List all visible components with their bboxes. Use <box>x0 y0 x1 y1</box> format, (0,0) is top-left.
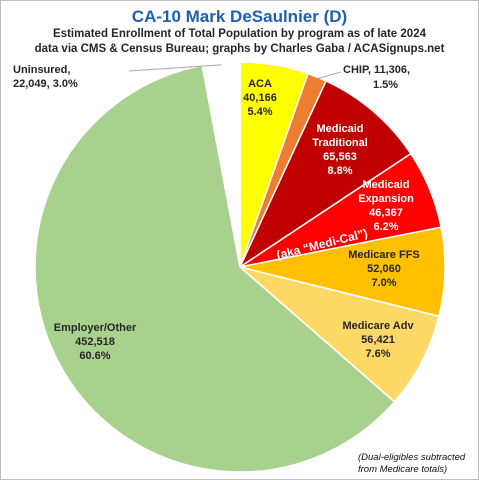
outside-label-uninsured: Uninsured, <box>13 64 70 76</box>
leader-line-chip <box>316 71 342 80</box>
slice-label-medicare-ffs-2: 7.0% <box>371 277 396 289</box>
outside-label-uninsured-values: 22,049, 3.0% <box>13 78 78 90</box>
slice-label-medicaid-traditional-3: 8.8% <box>327 165 352 177</box>
chart-subtitle-line2: data via CMS & Census Bureau; graphs by … <box>34 43 445 55</box>
slice-label-medicare-adv-1: 56,421 <box>361 334 395 346</box>
slice-label-medicare-ffs-0: Medicare FFS <box>348 249 420 261</box>
slice-label-medicaid-traditional-0: Medicaid <box>316 123 363 135</box>
pie-outline <box>34 61 446 473</box>
slice-label-medicaid-expansion-0: Medicaid <box>362 179 409 191</box>
slice-label-aca-0: ACA <box>248 78 272 90</box>
footnote-line2: from Medicare totals) <box>358 464 448 475</box>
slice-label-medicaid-expansion-1: Expansion <box>358 193 414 205</box>
slice-label-medicare-adv-2: 7.6% <box>365 348 390 360</box>
slice-label-medicaid-expansion-3: 6.2% <box>373 221 398 233</box>
slice-label-medicaid-expansion-2: 46,367 <box>369 207 403 219</box>
slice-label-employer-other-2: 60.6% <box>79 350 110 362</box>
outside-label-chip: CHIP, 11,306, <box>343 64 410 76</box>
slice-label-medicare-adv-0: Medicare Adv <box>342 320 414 332</box>
chart-subtitle-line1: Estimated Enrollment of Total Population… <box>53 28 426 40</box>
chart-title: CA-10 Mark DeSaulnier (D) <box>131 7 348 26</box>
slice-label-employer-other-0: Employer/Other <box>54 322 137 334</box>
slice-label-aca-2: 5.4% <box>247 106 272 118</box>
slice-label-medicaid-traditional-1: Traditional <box>312 137 368 149</box>
slice-label-aca-1: 40,166 <box>243 92 277 104</box>
footnote-line1: (Dual-eligibles subtracted <box>358 452 466 463</box>
outside-label-chip-percent: 1.5% <box>373 79 398 91</box>
slice-label-employer-other-1: 452,518 <box>75 336 115 348</box>
leader-line-uninsured <box>128 64 222 72</box>
slice-label-medicaid-traditional-2: 65,563 <box>323 151 357 163</box>
slice-label-medicare-ffs-1: 52,060 <box>367 263 401 275</box>
